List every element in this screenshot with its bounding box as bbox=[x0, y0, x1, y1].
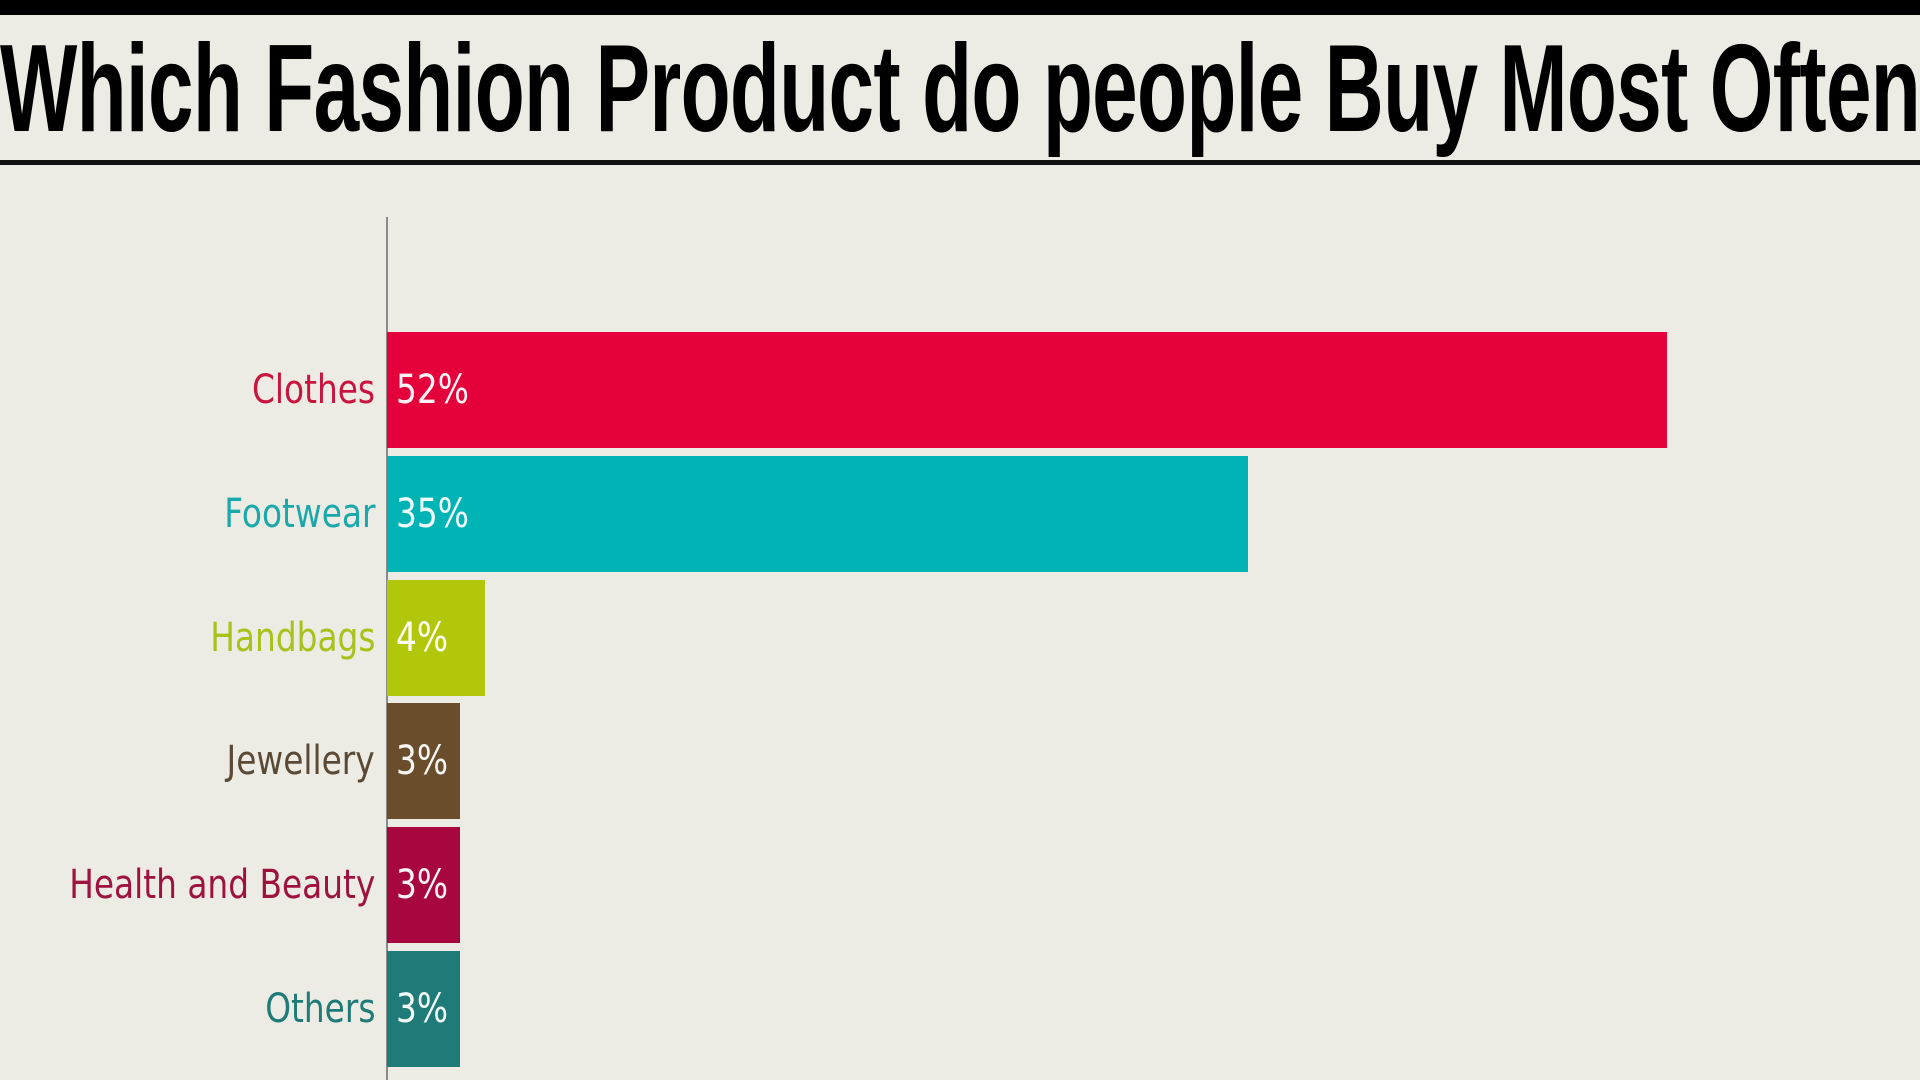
value-label: 4% bbox=[396, 615, 449, 661]
bar-health-and-beauty: 3% bbox=[387, 827, 460, 943]
chart-title: Which Fashion Product do people Buy Most… bbox=[0, 22, 1920, 157]
bar-row-jewellery: Jewellery 3% bbox=[0, 703, 1920, 819]
value-label: 3% bbox=[396, 738, 449, 784]
category-label: Handbags bbox=[209, 615, 375, 661]
bar-jewellery: 3% bbox=[387, 703, 460, 819]
category-label: Footwear bbox=[223, 491, 375, 537]
value-label: 35% bbox=[396, 491, 469, 537]
category-label: Jewellery bbox=[226, 738, 375, 784]
bar-clothes: 52% bbox=[387, 332, 1667, 448]
bar-row-health-and-beauty: Health and Beauty 3% bbox=[0, 827, 1920, 943]
top-border bbox=[0, 0, 1920, 15]
bar-others: 3% bbox=[387, 951, 460, 1067]
bar-row-others: Others 3% bbox=[0, 951, 1920, 1067]
category-label: Others bbox=[264, 986, 375, 1032]
bar-footwear: 35% bbox=[387, 456, 1248, 572]
title-divider bbox=[0, 160, 1920, 165]
value-label: 3% bbox=[396, 862, 449, 908]
bar-row-clothes: Clothes 52% bbox=[0, 332, 1920, 448]
title-container: Which Fashion Product do people Buy Most… bbox=[0, 22, 1920, 157]
bar-row-handbags: Handbags 4% bbox=[0, 580, 1920, 696]
category-label: Health and Beauty bbox=[68, 862, 375, 908]
value-label: 3% bbox=[396, 986, 449, 1032]
category-label: Clothes bbox=[252, 367, 375, 413]
value-label: 52% bbox=[396, 367, 469, 413]
bar-handbags: 4% bbox=[387, 580, 485, 696]
bar-row-footwear: Footwear 35% bbox=[0, 456, 1920, 572]
